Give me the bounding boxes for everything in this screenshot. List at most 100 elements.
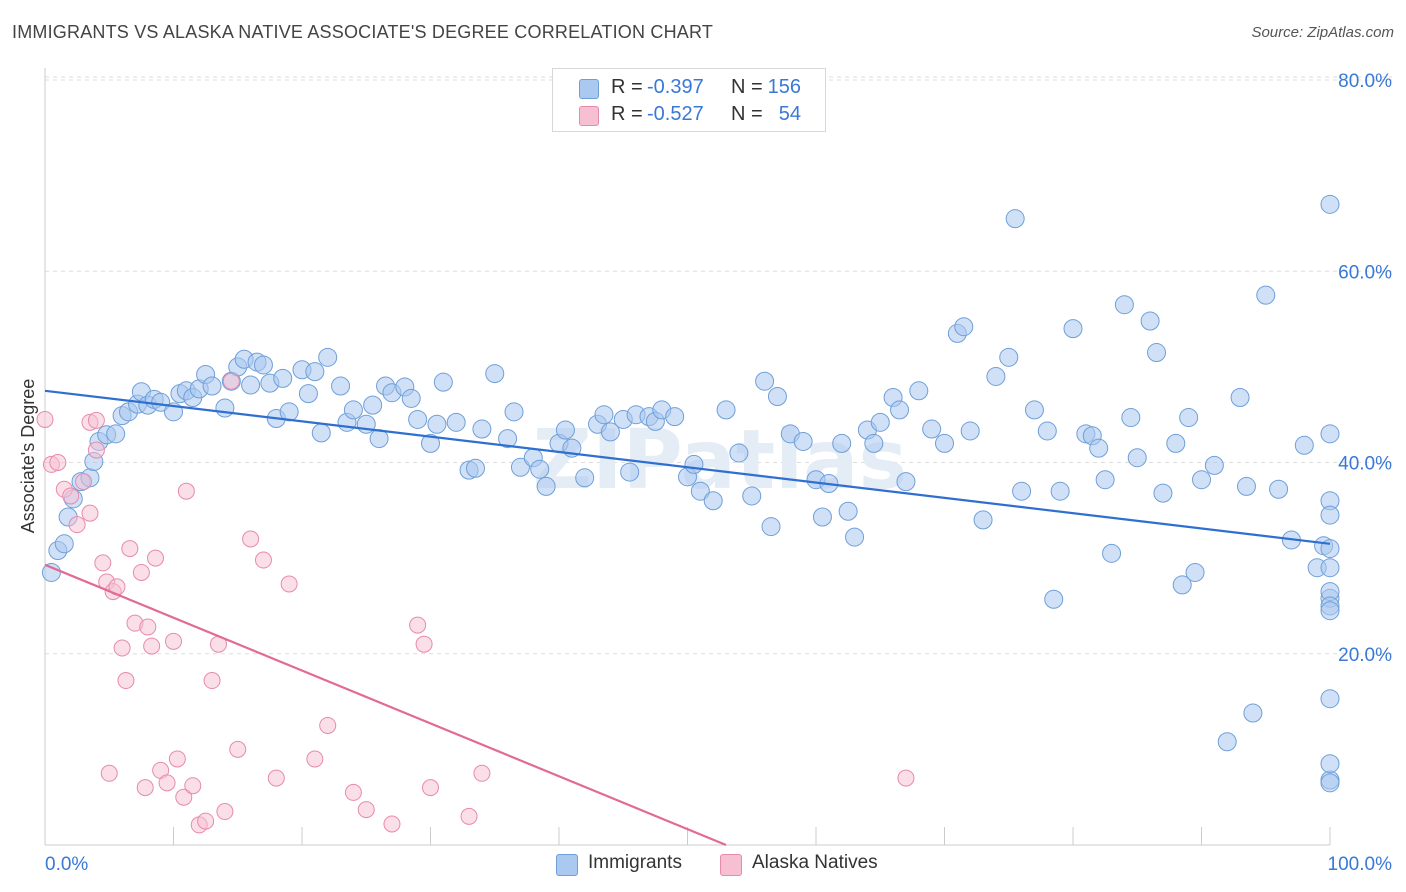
alaska-natives-point — [121, 540, 139, 558]
bottom-legend-swatch-alaska-natives — [720, 854, 742, 876]
legend-swatch-alaska-natives — [579, 106, 599, 126]
immigrants-point — [575, 468, 595, 488]
alaska-natives-point — [306, 750, 324, 768]
immigrants-point — [767, 387, 787, 407]
alaska-natives-point — [158, 774, 176, 792]
immigrants-point — [1320, 601, 1340, 621]
alaska-natives-point — [383, 815, 401, 833]
immigrants-point — [935, 433, 954, 453]
immigrants-point — [1230, 387, 1250, 407]
alaska-natives-point — [409, 616, 427, 634]
immigrants-point — [253, 355, 273, 375]
immigrants-point — [498, 429, 518, 449]
immigrants-point — [273, 368, 293, 388]
immigrants-point — [1179, 408, 1199, 428]
immigrants-point — [620, 462, 640, 482]
alaska-natives-trendline — [44, 563, 727, 847]
immigrants-point — [1204, 455, 1224, 475]
immigrants-point — [1269, 479, 1289, 499]
alaska-natives-point — [197, 812, 215, 830]
alaska-natives-point — [242, 530, 260, 548]
immigrants-point — [151, 392, 171, 412]
alaska-natives-point — [62, 487, 80, 505]
immigrants-point — [54, 534, 74, 554]
alaska-natives-point — [422, 779, 439, 797]
alaska-natives-point — [280, 575, 298, 593]
immigrants-point — [298, 384, 318, 404]
bottom-legend-immigrants: Immigrants — [556, 852, 706, 878]
immigrants-point — [446, 412, 466, 432]
x-tick-label: 0.0% — [45, 854, 88, 875]
immigrants-point — [755, 371, 775, 391]
immigrants-point — [909, 381, 929, 401]
immigrants-point — [1050, 481, 1070, 501]
immigrants-point — [530, 459, 550, 479]
immigrants-point — [363, 395, 383, 415]
alaska-natives-point — [36, 410, 54, 428]
alaska-natives-point — [100, 764, 118, 782]
immigrants-point — [1114, 295, 1134, 315]
immigrants-point — [1127, 448, 1147, 468]
immigrants-point — [1320, 558, 1340, 578]
alaska-natives-point — [143, 637, 161, 655]
immigrants-point — [1185, 562, 1205, 582]
alaska-natives-point — [319, 716, 337, 734]
immigrants-point — [665, 407, 685, 427]
immigrants-point — [870, 412, 890, 432]
alaska-natives-point — [147, 549, 165, 567]
immigrants-point — [1063, 319, 1083, 339]
immigrants-point — [1044, 589, 1064, 609]
immigrants-point — [215, 398, 235, 418]
legend-swatch-immigrants — [579, 79, 599, 99]
immigrants-point — [408, 409, 428, 429]
immigrants-point — [401, 388, 421, 408]
immigrants-point — [703, 491, 723, 511]
alaska-natives-point — [460, 807, 478, 825]
immigrants-point — [485, 364, 505, 384]
legend-row-alaska-natives: R = -0.527 N = 54 — [553, 103, 825, 127]
alaska-natives-point — [68, 516, 86, 534]
alaska-natives-point — [203, 672, 221, 690]
immigrants-point — [1217, 732, 1237, 752]
immigrants-point — [536, 476, 556, 496]
alaska-natives-point — [49, 454, 67, 471]
immigrants-point — [1089, 438, 1109, 458]
immigrants-point — [1121, 408, 1141, 428]
immigrants-point — [896, 472, 916, 492]
immigrants-trendline — [44, 389, 1331, 545]
immigrants-point — [594, 405, 614, 425]
immigrants-point — [960, 421, 980, 441]
immigrants-point — [973, 510, 993, 530]
immigrants-point — [1037, 421, 1057, 441]
immigrants-point — [1320, 773, 1340, 793]
bottom-legend-label-alaska-natives: Alaska Natives — [752, 852, 878, 873]
immigrants-point — [729, 443, 749, 463]
immigrants-point — [742, 486, 762, 506]
immigrants-point — [986, 366, 1006, 386]
bottom-legend-label-immigrants: Immigrants — [588, 852, 682, 873]
y-tick-label: 80.0% — [1338, 71, 1392, 92]
immigrants-point — [761, 517, 781, 537]
immigrants-point — [845, 527, 865, 547]
immigrants-point — [1147, 343, 1167, 363]
immigrants-point — [433, 372, 453, 392]
alaska-natives-point — [229, 740, 247, 758]
y-tick-label: 60.0% — [1338, 262, 1392, 283]
immigrants-point — [1192, 470, 1211, 490]
alaska-natives-point — [136, 779, 154, 797]
source-label: Source: ZipAtlas.com — [1251, 24, 1394, 41]
alaska-natives-point — [168, 750, 186, 768]
immigrants-point — [472, 419, 492, 439]
immigrants-point — [1236, 476, 1256, 496]
immigrants-point — [555, 420, 575, 440]
immigrants-point — [1320, 689, 1340, 709]
immigrants-point — [1320, 194, 1340, 214]
immigrants-point — [1024, 400, 1044, 420]
alaska-natives-point — [897, 769, 915, 787]
immigrants-point — [465, 458, 485, 478]
immigrants-point — [600, 422, 620, 442]
legend-r-label: R = — [611, 103, 643, 125]
immigrants-point — [1012, 481, 1032, 501]
immigrants-point — [106, 424, 126, 444]
